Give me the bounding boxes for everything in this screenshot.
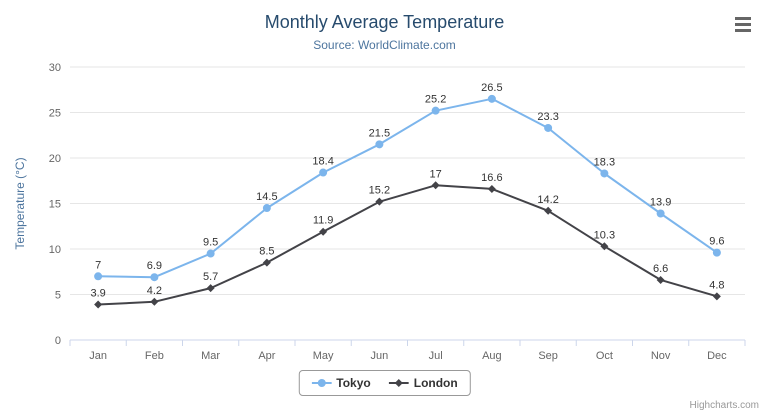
- hamburger-icon: [735, 22, 751, 26]
- legend-item-tokyo[interactable]: Tokyo: [311, 376, 371, 390]
- tokyo-data-label: 9.6: [709, 236, 724, 248]
- legend-item-london[interactable]: London: [388, 376, 458, 390]
- tokyo-data-label: 21.5: [369, 127, 390, 139]
- svg-text:Oct: Oct: [596, 350, 613, 362]
- x-axis-ticks: [69, 340, 746, 346]
- london-point-marker[interactable]: [375, 197, 384, 206]
- svg-text:Aug: Aug: [482, 350, 502, 362]
- legend-diamond-marker-icon: [388, 379, 409, 387]
- london-point-marker[interactable]: [544, 206, 553, 215]
- export-menu-button[interactable]: [729, 12, 757, 36]
- tokyo-point-marker[interactable]: [262, 204, 271, 213]
- tokyo-point-marker[interactable]: [656, 209, 665, 218]
- legend-label: London: [413, 376, 458, 390]
- london-point-marker[interactable]: [600, 242, 609, 251]
- tokyo-point-marker[interactable]: [94, 272, 103, 281]
- svg-text:Jun: Jun: [371, 350, 389, 362]
- series-tokyo-line: [98, 97, 718, 279]
- london-point-marker[interactable]: [94, 300, 103, 309]
- london-point-marker[interactable]: [262, 258, 271, 267]
- london-data-label: 5.7: [203, 271, 218, 283]
- svg-text:25: 25: [49, 108, 61, 120]
- london-point-marker[interactable]: [656, 275, 665, 284]
- svg-text:5: 5: [55, 290, 61, 302]
- london-data-label: 16.6: [481, 172, 502, 184]
- london-point-marker[interactable]: [431, 181, 440, 190]
- london-data-label: 3.9: [90, 288, 105, 300]
- svg-text:May: May: [313, 350, 334, 362]
- svg-text:30: 30: [49, 62, 61, 74]
- credits-link[interactable]: Highcharts.com: [689, 400, 759, 411]
- hamburger-icon: [735, 28, 751, 32]
- legend-label: Tokyo: [336, 376, 371, 390]
- tokyo-point-marker[interactable]: [487, 94, 496, 103]
- tokyo-data-label: 7: [95, 259, 101, 271]
- y-axis-labels: 0 5 10 15 20 25 30: [49, 62, 61, 347]
- svg-text:Dec: Dec: [707, 350, 727, 362]
- hamburger-icon: [735, 16, 751, 20]
- legend: Tokyo London: [298, 370, 471, 396]
- london-data-label: 10.3: [594, 229, 615, 241]
- chart-subtitle: Source: WorldClimate.com: [313, 38, 456, 52]
- svg-text:15: 15: [49, 199, 61, 211]
- tokyo-data-label: 9.5: [203, 237, 218, 249]
- london-point-marker[interactable]: [712, 292, 721, 301]
- london-point-marker[interactable]: [150, 297, 159, 306]
- gridlines: [70, 66, 745, 341]
- tokyo-data-label: 6.9: [147, 260, 162, 272]
- tokyo-data-label: 26.5: [481, 82, 502, 94]
- tokyo-data-label: 14.5: [256, 191, 277, 203]
- svg-text:Sep: Sep: [538, 350, 558, 362]
- tokyo-data-label: 13.9: [650, 197, 671, 209]
- tokyo-point-marker[interactable]: [431, 106, 440, 115]
- svg-text:Jan: Jan: [89, 350, 107, 362]
- london-data-label: 11.9: [313, 215, 334, 227]
- tokyo-data-label: 18.3: [594, 156, 615, 168]
- svg-text:Mar: Mar: [201, 350, 220, 362]
- london-point-marker[interactable]: [319, 227, 328, 236]
- london-data-label: 14.2: [537, 194, 558, 206]
- tokyo-data-label: 23.3: [537, 111, 558, 123]
- x-axis-labels: Jan Feb Mar Apr May Jun Jul Aug Sep Oct Nov Dec: [89, 350, 727, 362]
- chart-title: Monthly Average Temperature: [264, 12, 505, 32]
- svg-text:Feb: Feb: [145, 350, 164, 362]
- london-data-label: 17: [430, 168, 442, 180]
- svg-text:Nov: Nov: [651, 350, 671, 362]
- svg-text:Jul: Jul: [429, 350, 443, 362]
- svg-text:10: 10: [49, 244, 61, 256]
- tokyo-point-marker[interactable]: [319, 168, 328, 177]
- tokyo-data-label: 25.2: [425, 94, 446, 106]
- svg-text:Apr: Apr: [258, 350, 275, 362]
- svg-text:0: 0: [55, 335, 61, 347]
- tokyo-point-marker[interactable]: [150, 273, 159, 282]
- london-data-label: 4.2: [147, 285, 162, 297]
- series-london-line: [98, 184, 718, 306]
- svg-text:20: 20: [49, 153, 61, 165]
- tokyo-point-marker[interactable]: [712, 248, 721, 257]
- series-london: 3.9 4.2 5.7 8.5 11.9 15.2 17 16.6 14.2 10.3 6.6 4.8: [90, 168, 725, 309]
- london-data-label: 8.5: [259, 246, 274, 258]
- london-data-label: 4.8: [709, 279, 724, 291]
- london-point-marker[interactable]: [487, 184, 496, 193]
- tokyo-data-label: 18.4: [312, 156, 333, 168]
- tokyo-point-marker[interactable]: [206, 249, 215, 258]
- legend-circle-marker-icon: [311, 379, 332, 387]
- y-axis-title: Temperature (°C): [13, 157, 27, 249]
- london-point-marker[interactable]: [206, 284, 215, 293]
- london-data-label: 6.6: [653, 263, 668, 275]
- london-data-label: 15.2: [369, 185, 390, 197]
- series-tokyo: 7 6.9 9.5 14.5 18.4 21.5 25.2 26.5 23.3 18.3 13.9 9…: [94, 82, 725, 282]
- tokyo-point-marker[interactable]: [544, 123, 553, 132]
- tokyo-point-marker[interactable]: [600, 169, 609, 178]
- tokyo-point-marker[interactable]: [375, 140, 384, 149]
